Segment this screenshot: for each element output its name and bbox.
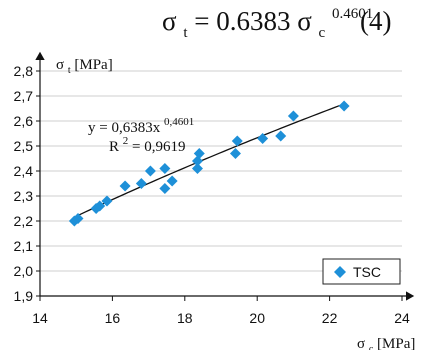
- x-tick-label: 22: [322, 310, 338, 326]
- data-point-tsc: [338, 100, 350, 112]
- formula-subscript-t: t: [183, 25, 188, 41]
- x-axis-label: σ c [MPa]: [357, 336, 415, 350]
- data-point-tsc: [191, 163, 203, 174]
- data-point-tsc: [144, 165, 156, 177]
- r-squared-label: R: [109, 139, 119, 155]
- data-point-tsc: [119, 180, 131, 192]
- data-point-tsc: [231, 135, 243, 147]
- data-points: [68, 100, 350, 227]
- y-axis-unit: [MPa]: [74, 57, 112, 73]
- x-axis-subscript: c: [369, 344, 374, 350]
- y-axis-subscript: t: [68, 65, 71, 76]
- equation-4: σ t = 0.6383 σ c 0.4601 (4): [162, 6, 391, 43]
- y-tick-label: 2,6: [14, 113, 34, 129]
- x-axis-unit: [MPa]: [377, 336, 415, 350]
- y-axis-label: σ t [MPa]: [56, 57, 113, 77]
- y-tick-label: 2,8: [14, 63, 34, 79]
- data-point-tsc: [275, 130, 287, 142]
- data-point-tsc: [101, 195, 113, 207]
- plot-grid: [40, 70, 402, 272]
- data-point-tsc: [191, 155, 203, 167]
- power-trendline: [75, 103, 345, 217]
- data-point-tsc: [159, 183, 171, 194]
- formula-subscript-c: c: [319, 25, 326, 41]
- formula-equals-coefficient: = 0.6383: [194, 6, 290, 36]
- legend-label: TSC: [353, 264, 381, 280]
- legend-marker: [334, 266, 346, 278]
- formula-sigma-symbol-2: σ: [297, 6, 312, 36]
- y-axis-symbol: σ: [56, 57, 64, 73]
- formula-sigma-t: σ t = 0.6383 σ c 0.4601: [162, 6, 373, 43]
- r-squared-power: 2: [123, 135, 129, 147]
- plot-axes: 1,92,02,12,22,32,42,52,62,72,814 16 18 20 22…: [14, 51, 415, 326]
- y-axis-title: σ t [MPa]: [56, 57, 113, 77]
- formula-exponent: 0.4601: [332, 6, 373, 22]
- y-tick-label: 2,7: [14, 88, 34, 104]
- trendline-equation: y = 0,6383x 0,4601: [88, 116, 194, 136]
- data-point-tsc: [257, 133, 269, 144]
- trendline-group: [75, 103, 345, 217]
- trendline-equation-exponent: 0,4601: [164, 116, 194, 128]
- data-point-tsc: [166, 175, 178, 187]
- x-axis-symbol: σ: [357, 336, 365, 350]
- trendline-annotation: y = 0,6383x 0,4601 R 2 = 0,9619: [88, 116, 194, 155]
- y-tick-label: 2,4: [14, 163, 34, 179]
- data-point-tsc: [135, 178, 147, 189]
- y-tick-label: 2,1: [14, 238, 34, 254]
- data-point-tsc: [159, 163, 171, 174]
- trendline-equation-text: y = 0,6383x: [88, 120, 161, 136]
- data-point-tsc: [94, 200, 106, 212]
- x-tick-label: 24: [394, 310, 410, 326]
- y-tick-label: 2,5: [14, 138, 34, 154]
- y-tick-label: 2,3: [14, 188, 34, 204]
- x-tick-label: 14: [32, 310, 48, 326]
- formula-sigma-symbol-1: σ: [162, 6, 177, 36]
- r-squared-value: = 0,9619: [132, 139, 185, 155]
- x-axis-title: σ c [MPa]: [357, 336, 415, 350]
- data-point-tsc: [72, 213, 84, 224]
- x-tick-label: 20: [249, 310, 265, 326]
- x-tick-label: 16: [105, 310, 121, 326]
- x-tick-label: 18: [177, 310, 193, 326]
- data-point-tsc: [193, 148, 205, 159]
- y-tick-label: 2,0: [14, 263, 34, 279]
- trendline-r-squared: R 2 = 0,9619: [109, 132, 185, 155]
- y-tick-label: 2,2: [14, 213, 34, 229]
- y-tick-label: 1,9: [14, 288, 34, 304]
- data-point-tsc: [229, 148, 241, 159]
- equation-number: (4): [360, 6, 391, 36]
- data-point-tsc: [287, 110, 299, 122]
- legend: TSC: [322, 258, 401, 285]
